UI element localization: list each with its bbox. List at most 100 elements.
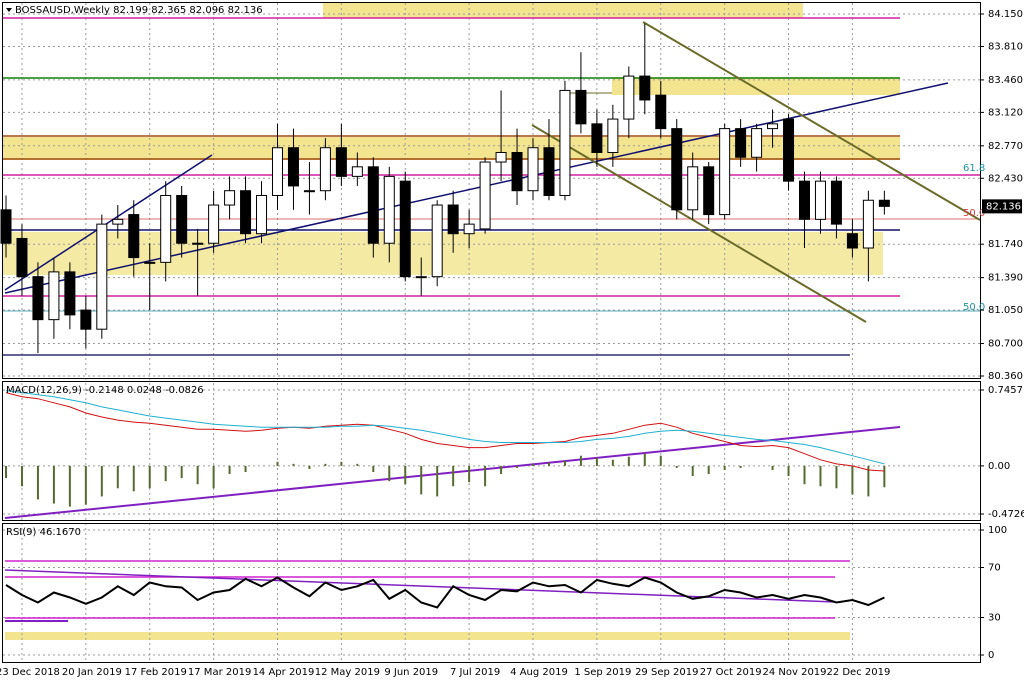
x-tick-label: 1 Sep 2019 — [574, 667, 631, 678]
zone — [323, 3, 803, 18]
panel-frame — [2, 381, 981, 521]
candle-body — [862, 199, 874, 249]
candle-body — [830, 180, 842, 225]
y-tick-label: 83.120 — [988, 107, 1023, 118]
y-tick-label: 80.360 — [988, 371, 1023, 382]
channel-line — [531, 124, 867, 323]
x-tick-label: 17 Feb 2019 — [125, 667, 187, 678]
candle-body — [48, 271, 60, 321]
candle-body — [64, 271, 76, 316]
candle-body — [16, 237, 28, 278]
candle-body — [208, 204, 220, 244]
candle-body — [878, 199, 890, 207]
candle-body — [192, 242, 204, 245]
menu-arrow[interactable] — [6, 8, 12, 12]
chart-title: BOSSAUSD,Weekly 82.199 82.365 82.096 82.… — [15, 5, 263, 16]
fib-label: 50.0 — [963, 208, 985, 219]
candle-body — [351, 166, 363, 177]
candle-body — [176, 194, 188, 244]
last-price-label: 82.136 — [986, 201, 1021, 212]
candle-body — [687, 166, 699, 211]
y-tick-label: -0.4726 — [988, 509, 1024, 520]
y-tick-label: 81.050 — [988, 305, 1023, 316]
x-tick-label: 4 Aug 2019 — [510, 667, 568, 678]
y-tick-label: 82.430 — [988, 173, 1023, 184]
x-tick-label: 20 Jan 2019 — [62, 667, 122, 678]
zone — [2, 137, 900, 160]
y-tick-label: 0.7457 — [988, 385, 1023, 396]
x-tick-label: 23 Dec 2018 — [0, 667, 60, 678]
indicator-title: MACD(12,26,9) -0.2148 0.0248 -0.0826 — [6, 385, 204, 396]
x-tick-label: 7 Jul 2019 — [450, 667, 500, 678]
y-tick-label: 81.740 — [988, 239, 1023, 250]
candle-body — [767, 123, 779, 130]
fib-label: 50.0 — [963, 302, 985, 313]
y-tick-label: 100 — [988, 525, 1007, 536]
candle-body — [463, 223, 475, 235]
candle-body — [447, 204, 459, 235]
marks — [0, 23, 890, 609]
candle-body — [527, 147, 539, 192]
candle-body — [112, 218, 124, 225]
candle-body — [511, 151, 523, 192]
candle-body — [224, 190, 236, 206]
candle-body — [367, 166, 379, 244]
candle-body — [287, 147, 299, 187]
x-tick-label: 17 Mar 2019 — [188, 667, 251, 678]
candle-body — [431, 204, 443, 278]
candle-body — [335, 147, 347, 177]
candle-body — [399, 180, 411, 278]
candle-body — [751, 128, 763, 158]
x-tick-label: 24 Nov 2019 — [762, 667, 826, 678]
trend-line — [4, 154, 213, 291]
candle-body — [655, 94, 667, 130]
candle-body — [383, 175, 395, 244]
candle-body — [783, 118, 795, 182]
y-tick-label: 0 — [988, 650, 994, 661]
x-tick-label: 12 May 2019 — [315, 667, 380, 678]
y-tick-label: 81.390 — [988, 273, 1023, 284]
y-tick-label: 83.810 — [988, 41, 1023, 52]
trend-line — [4, 569, 836, 603]
candle-body — [144, 261, 156, 264]
candle-body — [814, 180, 826, 220]
panel-frame — [2, 2, 981, 379]
candle-body — [735, 128, 747, 158]
candle-body — [671, 128, 683, 211]
y-tick-label: 80.700 — [988, 339, 1023, 350]
candle-body — [719, 128, 731, 216]
x-tick-label: 22 Dec 2019 — [826, 667, 890, 678]
candle-body — [495, 151, 507, 163]
indicator-title: RSI(9) 46.1670 — [6, 527, 81, 538]
candle-body — [575, 89, 587, 125]
channel-line — [642, 21, 981, 221]
candle-body — [96, 223, 108, 330]
candle-body — [303, 190, 315, 193]
zone — [612, 77, 900, 95]
panel-frame — [2, 523, 981, 663]
zone — [5, 632, 850, 640]
last-price-box — [982, 199, 1022, 214]
candle-body — [256, 194, 268, 235]
y-tick-label: 82.770 — [988, 141, 1023, 152]
y-tick-label: 70 — [988, 563, 1001, 574]
y-tick-label: 84.150 — [988, 9, 1023, 20]
candle-body — [846, 233, 858, 249]
candle-body — [543, 147, 555, 196]
candle-body — [80, 309, 92, 330]
candle-body — [160, 194, 172, 263]
candle-body — [32, 276, 44, 321]
indicator-line — [5, 390, 885, 465]
indicator-line — [5, 576, 885, 609]
y-tick-label: 30 — [988, 613, 1001, 624]
fib-label: 61.8 — [963, 163, 985, 174]
candle-body — [240, 190, 252, 235]
candle-body — [128, 214, 140, 259]
candle-body — [799, 180, 810, 220]
x-tick-label: 27 Oct 2019 — [700, 667, 762, 678]
y-tick-label: 83.460 — [988, 75, 1023, 86]
candle-body — [639, 75, 651, 101]
y-tick-label: 0.00 — [988, 461, 1010, 472]
